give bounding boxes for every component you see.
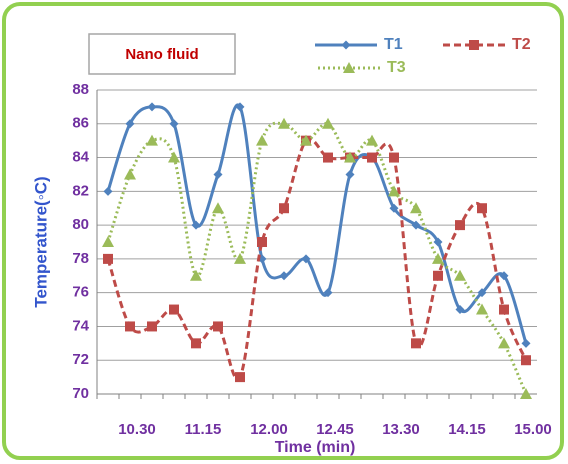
marker: [125, 119, 135, 129]
marker: [256, 134, 268, 146]
y-tick-label: 86: [72, 115, 89, 132]
marker: [433, 237, 443, 247]
y-tick-label: 72: [72, 351, 89, 368]
marker: [521, 355, 531, 366]
marker: [432, 252, 444, 264]
marker: [521, 338, 531, 348]
marker: [213, 169, 223, 179]
marker: [213, 321, 223, 332]
marker: [235, 102, 245, 112]
marker: [341, 40, 351, 50]
marker: [498, 337, 510, 349]
marker: [323, 288, 333, 298]
legend-label: T2: [512, 36, 531, 53]
marker: [168, 151, 180, 163]
marker: [455, 305, 465, 315]
x-tick-label: 12.00: [250, 421, 288, 438]
x-tick-label: 10.30: [118, 421, 156, 438]
annotation: Nano fluid: [125, 46, 198, 63]
marker: [323, 152, 333, 163]
marker: [388, 185, 400, 197]
marker: [147, 321, 157, 332]
marker: [454, 269, 466, 281]
marker: [300, 134, 312, 146]
marker: [212, 202, 224, 214]
marker: [191, 220, 201, 230]
marker: [103, 186, 113, 196]
marker: [366, 134, 378, 146]
series-line: [106, 121, 528, 395]
marker: [278, 117, 290, 129]
y-axis-title: Temperature(◦C): [31, 176, 50, 307]
x-tick-label: 15.00: [514, 421, 552, 438]
y-tick-label: 88: [72, 81, 89, 98]
y-tick-label: 70: [72, 385, 89, 402]
x-tick-label: 14.15: [448, 421, 486, 438]
marker: [343, 62, 355, 73]
marker: [169, 304, 179, 315]
marker: [279, 203, 289, 214]
marker: [455, 220, 465, 231]
y-tick-label: 78: [72, 250, 89, 267]
marker: [190, 269, 202, 281]
marker: [322, 117, 334, 129]
marker: [279, 271, 289, 281]
y-tick-label: 80: [72, 216, 89, 233]
y-tick-label: 82: [72, 182, 89, 199]
x-tick-label: 13.30: [382, 421, 420, 438]
marker: [367, 152, 377, 163]
marker: [191, 338, 201, 349]
marker: [124, 168, 136, 180]
marker: [433, 270, 443, 281]
marker: [147, 102, 157, 112]
legend-label: T1: [384, 36, 403, 53]
marker: [344, 151, 356, 163]
y-tick-label: 74: [72, 317, 89, 334]
x-axis-title: Time (min): [275, 439, 356, 456]
legend-label: T3: [387, 59, 406, 76]
series-line: [106, 103, 528, 344]
x-tick-label: 12.45: [316, 421, 354, 438]
marker: [410, 202, 422, 214]
y-tick-label: 76: [72, 284, 89, 301]
marker: [477, 288, 487, 298]
marker: [411, 220, 421, 230]
marker: [499, 271, 509, 281]
marker: [234, 252, 246, 264]
x-tick-label: 11.15: [185, 421, 222, 438]
marker: [257, 237, 267, 247]
marker: [389, 203, 399, 213]
marker: [469, 40, 479, 50]
marker: [103, 253, 113, 264]
marker: [235, 372, 245, 383]
y-tick-label: 84: [72, 149, 89, 166]
marker: [520, 388, 532, 399]
marker: [389, 152, 399, 163]
marker: [169, 119, 179, 129]
marker: [499, 304, 509, 315]
marker: [345, 169, 355, 179]
marker: [477, 203, 487, 214]
marker: [102, 236, 114, 247]
annotation-box: [88, 33, 236, 75]
marker: [476, 303, 488, 315]
marker: [125, 321, 135, 332]
marker: [411, 338, 421, 349]
marker: [146, 134, 158, 146]
marker: [301, 254, 311, 264]
